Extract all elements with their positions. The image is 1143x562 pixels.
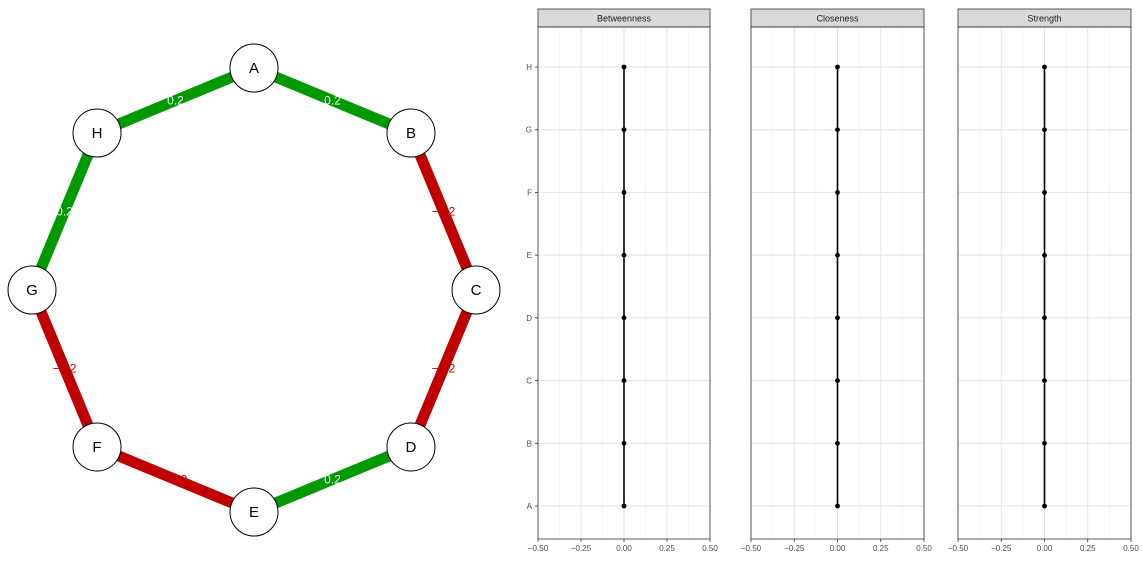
node-label: E	[249, 504, 259, 521]
x-tick-label: −0.25	[784, 544, 805, 553]
node-circle	[386, 422, 436, 472]
data-point-C	[1042, 378, 1047, 383]
data-point-C	[835, 378, 840, 383]
data-point-F	[621, 190, 627, 195]
node-circle	[72, 108, 122, 158]
edge-label: −0.2	[432, 361, 456, 375]
x-tick-label: 0.25	[1080, 544, 1096, 553]
edge-label: 0.2	[167, 94, 184, 108]
edge-label: 0.2	[324, 472, 341, 486]
data-point-A	[835, 503, 840, 509]
x-tick-label: 0.00	[616, 544, 632, 553]
node-D: D	[386, 422, 436, 472]
x-tick-label: −0.50	[948, 544, 969, 553]
panel-closeness: Closeness −0.50 −0.25 0.00 0.25 0.50	[741, 8, 932, 553]
panel-strength: Strength −0.50 −0.25 0.00 0.25 0.50	[948, 8, 1139, 553]
node-label: H	[92, 125, 103, 142]
node-label: G	[26, 282, 38, 299]
node-label: A	[249, 60, 259, 77]
data-point-C	[621, 378, 627, 383]
x-tick-label: 0.00	[830, 544, 846, 553]
facet-title: Strength	[1027, 14, 1061, 24]
edge-E-F	[94, 441, 257, 518]
facet-title: Closeness	[816, 14, 859, 24]
x-tick-label: 0.00	[1037, 544, 1053, 553]
data-point-E	[835, 252, 840, 258]
node-circle	[7, 265, 57, 315]
y-tick-label: C	[526, 377, 532, 386]
node-B: B	[386, 108, 436, 158]
x-tick-label: −0.50	[741, 544, 762, 553]
node-G: G	[7, 265, 57, 315]
facet-title: Betweenness	[597, 14, 652, 24]
data-point-G	[621, 127, 627, 133]
edge-A-B	[251, 62, 414, 139]
data-point-G	[835, 127, 840, 133]
data-point-D	[621, 315, 627, 321]
x-tick-label: 0.25	[659, 544, 675, 553]
node-label: D	[406, 439, 417, 456]
y-tick-label: E	[527, 251, 532, 260]
node-label: F	[92, 439, 101, 456]
data-point-F	[835, 190, 840, 195]
node-F: F	[72, 422, 122, 472]
edge-label: 0.2	[56, 205, 73, 219]
data-point-H	[621, 64, 627, 70]
edge-label: −0.2	[164, 472, 188, 486]
node-circle	[386, 108, 436, 158]
data-point-D	[835, 315, 840, 321]
data-point-D	[1042, 315, 1047, 321]
edge-G-H	[26, 130, 103, 293]
edge-C-D	[405, 287, 482, 450]
edge-F-G	[26, 287, 103, 450]
node-circle	[229, 43, 279, 93]
y-tick-label: B	[527, 439, 532, 448]
edge-labels: 0.2 −0.2 −0.2 0.2 −0.2 −0.2 0.2 0.2	[53, 94, 456, 487]
y-tick-label: F	[527, 188, 532, 197]
edge-H-A	[94, 62, 257, 139]
data-point-A	[1042, 503, 1047, 509]
edge-label: −0.2	[53, 361, 77, 375]
data-point-B	[1042, 440, 1047, 446]
node-E: E	[229, 487, 279, 537]
edge-label: 0.2	[324, 94, 341, 108]
data-point-B	[621, 440, 627, 446]
node-A: A	[229, 43, 279, 93]
edge-B-C	[405, 130, 482, 293]
node-H: H	[72, 108, 122, 158]
y-tick-label: D	[526, 314, 532, 323]
data-point-H	[835, 64, 840, 70]
node-label: C	[471, 282, 482, 299]
data-point-H	[1042, 64, 1047, 70]
data-point-B	[835, 440, 840, 446]
y-tick-label: A	[527, 502, 533, 511]
x-tick-label: −0.25	[991, 544, 1012, 553]
y-tick-label: G	[526, 126, 532, 135]
panel-betweenness: Betweenness −0.50 −0.25 0.00 0.25 0.50 A B C D E F G…	[526, 8, 718, 553]
x-tick-label: 0.50	[1123, 544, 1139, 553]
data-point-G	[1042, 127, 1047, 133]
data-point-F	[1042, 190, 1047, 195]
x-tick-label: −0.50	[528, 544, 549, 553]
node-circle	[229, 487, 279, 537]
edge-D-E	[251, 441, 414, 518]
edge-label: −0.2	[432, 205, 456, 219]
data-point-E	[621, 252, 627, 258]
node-circle	[451, 265, 501, 315]
x-tick-label: −0.25	[571, 544, 592, 553]
x-tick-label: 0.25	[873, 544, 889, 553]
y-tick-label: H	[526, 63, 532, 72]
x-tick-label: 0.50	[702, 544, 718, 553]
node-circle	[72, 422, 122, 472]
data-point-A	[621, 503, 627, 509]
data-point-E	[1042, 252, 1047, 258]
x-tick-label: 0.50	[916, 544, 932, 553]
node-C: C	[451, 265, 501, 315]
node-label: B	[406, 125, 416, 142]
edges	[26, 62, 482, 518]
network-graph: 0.2 −0.2 −0.2 0.2 −0.2 −0.2 0.2 0.2 A B C D E F G H	[7, 43, 501, 537]
nodes: A B C D E F G H	[7, 43, 501, 537]
